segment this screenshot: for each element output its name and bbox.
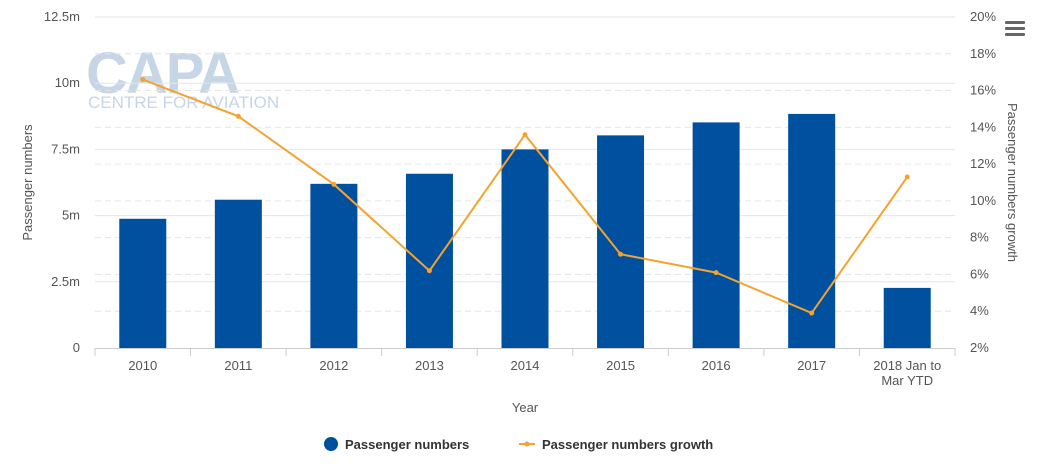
x-tick-label: 2012 <box>319 358 348 373</box>
growth-point[interactable] <box>904 174 910 180</box>
growth-point[interactable] <box>809 310 815 316</box>
growth-point[interactable] <box>235 113 241 119</box>
right-tick-label: 8% <box>970 230 989 245</box>
x-tick-label: 2016 <box>702 358 731 373</box>
growth-point[interactable] <box>522 132 528 138</box>
left-axis-title: Passenger numbers <box>20 124 35 241</box>
left-tick-label: 7.5m <box>51 141 80 156</box>
growth-point[interactable] <box>331 181 337 187</box>
x-tick-label: 2015 <box>606 358 635 373</box>
right-tick-label: 12% <box>970 156 996 171</box>
right-tick-label: 6% <box>970 266 989 281</box>
x-tick-label: 2013 <box>415 358 444 373</box>
x-axis-ticks: 2010 2011 2012 2013 2014 2015 2016 2017 2018 Jan… <box>94 348 956 388</box>
bar[interactable] <box>214 199 262 348</box>
growth-point[interactable] <box>713 270 719 276</box>
x-tick-label: 2011 <box>224 358 252 373</box>
right-tick-label: 20% <box>970 9 996 24</box>
left-tick-label: 10m <box>55 75 80 90</box>
legend-label-bars: Passenger numbers <box>345 437 469 452</box>
x-axis-title: Year <box>512 400 539 415</box>
legend-marker-line-dot <box>524 441 530 447</box>
chart-menu-button[interactable] <box>1003 18 1027 40</box>
legend: Passenger numbers Passenger numbers grow… <box>324 437 713 452</box>
growth-point[interactable] <box>618 251 624 257</box>
right-tick-label: 14% <box>970 119 996 134</box>
bar[interactable] <box>310 183 358 348</box>
watermark-tagline: CENTRE FOR AVIATION <box>88 93 279 112</box>
bar[interactable] <box>501 149 549 348</box>
bar[interactable] <box>883 287 931 348</box>
left-axis-ticks: 0 2.5m 5m 7.5m 10m 12.5m <box>44 9 80 355</box>
right-axis-ticks: 2% 4% 6% 8% 10% 12% 14% 16% 18% 20% <box>970 9 996 355</box>
legend-marker-bars <box>324 437 338 451</box>
legend-item-bars[interactable]: Passenger numbers <box>324 437 469 452</box>
left-tick-label: 5m <box>62 208 80 223</box>
right-tick-label: 2% <box>970 340 989 355</box>
growth-point[interactable] <box>426 268 432 274</box>
left-tick-label: 2.5m <box>51 274 80 289</box>
x-tick-label: 2017 <box>797 358 826 373</box>
bar[interactable] <box>788 113 836 348</box>
legend-item-line[interactable]: Passenger numbers growth <box>519 437 713 452</box>
left-tick-label: 12.5m <box>44 9 80 24</box>
bar[interactable] <box>405 173 453 348</box>
bar[interactable] <box>119 218 167 348</box>
right-axis-title: Passenger numbers growth <box>1005 103 1020 262</box>
right-tick-label: 10% <box>970 193 996 208</box>
x-tick-label: 2010 <box>128 358 157 373</box>
line-series <box>140 77 910 316</box>
bar[interactable] <box>692 122 740 348</box>
legend-label-line: Passenger numbers growth <box>542 437 713 452</box>
hamburger-menu-icon <box>1005 21 1025 24</box>
right-tick-label: 16% <box>970 83 996 98</box>
left-tick-label: 0 <box>73 340 80 355</box>
x-tick-label: 2018 Jan to Mar YTD <box>873 358 941 388</box>
bar[interactable] <box>597 135 645 348</box>
growth-point[interactable] <box>140 77 146 83</box>
watermark: CAPA CENTRE FOR AVIATION <box>86 41 279 112</box>
right-tick-label: 4% <box>970 303 989 318</box>
bar-series <box>119 113 931 348</box>
x-tick-label: 2014 <box>511 358 540 373</box>
right-tick-label: 18% <box>970 46 996 61</box>
watermark-logo: CAPA <box>86 41 239 106</box>
